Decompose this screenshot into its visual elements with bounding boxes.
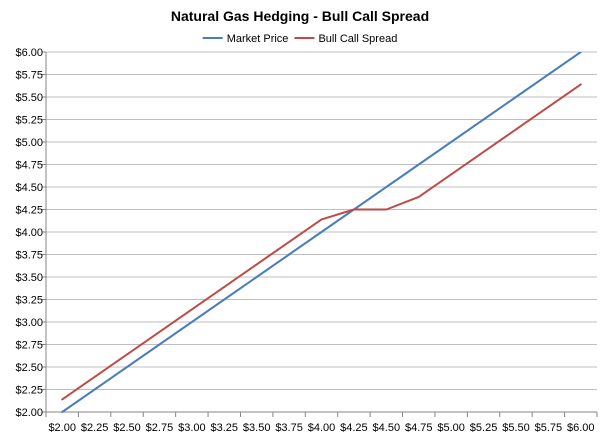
x-axis-ticks: $2.00 $2.25 $2.50 $2.75 $3.00 $3.25 $3.50 $3.75… [45,412,598,434]
x-tick-label: $4.25 [340,422,368,434]
y-tick-label: $3.25 [15,295,43,307]
legend-label: Bull Call Spread [318,33,397,45]
chart-legend: Market Price Bull Call Spread [202,33,397,45]
series-line-market-price [61,52,582,413]
legend-item-bull-call-spread: Bull Call Spread [294,33,397,45]
y-tick-label: $5.00 [15,137,43,149]
y-tick-label: $2.75 [15,340,43,352]
y-tick-label: $3.75 [15,250,43,262]
y-tick-label: $6.00 [15,47,43,59]
y-tick-label: $4.25 [15,205,43,217]
x-tick-label: $3.50 [243,422,271,434]
y-tick-label: $5.50 [15,92,43,104]
x-tick-label: $2.50 [113,422,141,434]
y-tick-label: $4.50 [15,182,43,194]
x-tick-label: $2.00 [48,422,76,434]
x-tick-label: $5.00 [437,422,465,434]
chart-gridlines [46,51,597,390]
x-tick-label: $2.25 [81,422,109,434]
x-tick-label: $4.75 [405,422,433,434]
y-tick-label: $4.75 [15,160,43,172]
y-tick-label: $2.00 [15,407,43,419]
y-tick-label: $5.75 [15,70,43,82]
chart-title: Natural Gas Hedging - Bull Call Spread [171,8,429,24]
x-tick-label: $4.00 [308,422,336,434]
legend-item-market-price: Market Price [202,33,289,45]
y-tick-label: $3.00 [15,317,43,329]
x-tick-label: $6.00 [567,422,595,434]
x-tick-label: $4.50 [373,422,401,434]
y-tick-label: $3.50 [15,272,43,284]
y-tick-label: $2.25 [15,385,43,397]
y-tick-label: $2.50 [15,362,43,374]
x-tick-label: $5.25 [470,422,498,434]
x-tick-label: $2.75 [146,422,174,434]
series-line-bull-call-spread [61,83,582,401]
y-tick-label: $5.25 [15,115,43,127]
x-tick-label: $5.75 [535,422,563,434]
x-tick-label: $3.25 [210,422,238,434]
legend-label: Market Price [227,33,289,45]
x-tick-label: $5.50 [502,422,530,434]
y-axis-ticks: $2.00 $2.25 $2.50 $2.75 $3.00 $3.25 $3.50 $3.75… [15,47,46,419]
x-tick-label: $3.00 [178,422,206,434]
chart-series [61,52,582,413]
x-tick-label: $3.75 [275,422,303,434]
y-tick-label: $4.00 [15,227,43,239]
